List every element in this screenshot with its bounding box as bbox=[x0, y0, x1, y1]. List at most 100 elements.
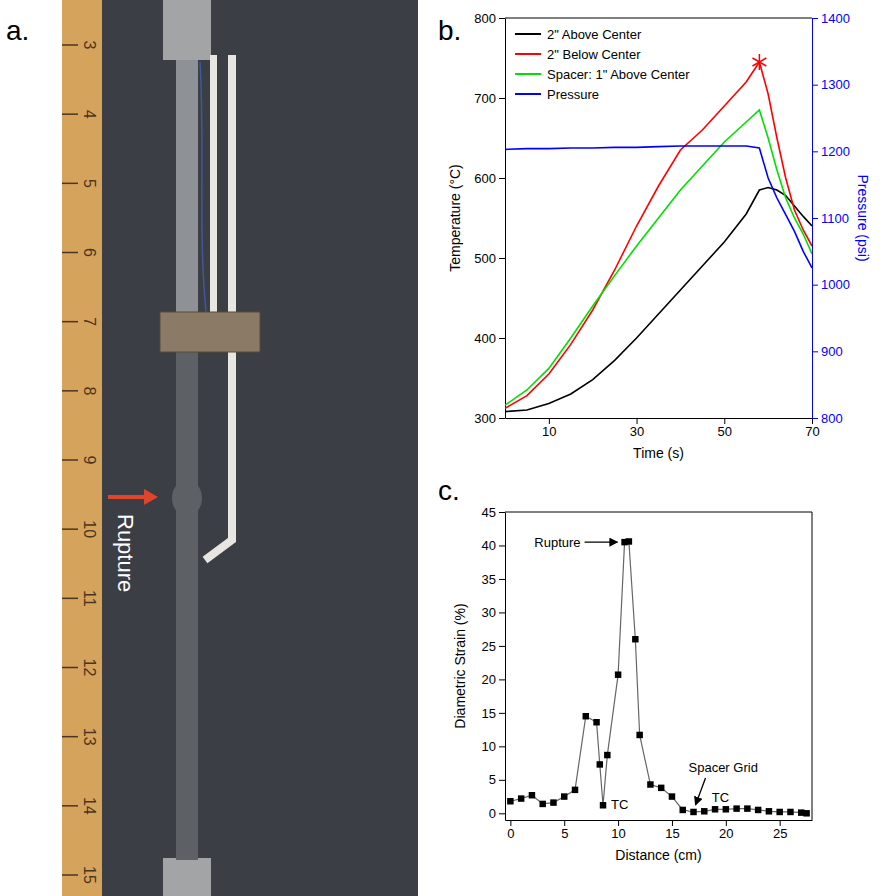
data-point bbox=[626, 538, 632, 544]
tick-mark bbox=[499, 258, 505, 259]
data-point bbox=[712, 806, 718, 812]
series-line bbox=[510, 541, 806, 813]
data-point bbox=[701, 808, 707, 814]
ruler-mark bbox=[62, 321, 78, 323]
legend-entry: Spacer: 1" Above Center bbox=[547, 67, 690, 82]
data-point bbox=[597, 761, 603, 767]
tick-label: 20 bbox=[719, 826, 733, 841]
series-line bbox=[505, 188, 812, 412]
tick: 10 bbox=[482, 739, 505, 754]
data-point bbox=[583, 713, 589, 719]
tick-label: 5 bbox=[489, 772, 496, 787]
legend-swatch bbox=[515, 53, 541, 55]
ruler-label: 6 bbox=[81, 248, 98, 257]
annotation-arrow bbox=[585, 541, 618, 542]
tick-label: 500 bbox=[474, 251, 496, 266]
tick-mark bbox=[637, 418, 638, 424]
data-point bbox=[561, 793, 567, 799]
tick-mark bbox=[672, 820, 673, 826]
data-point bbox=[600, 802, 606, 808]
axis: 80090010001100120013001400 bbox=[812, 11, 850, 426]
ruler-mark bbox=[62, 736, 78, 738]
data-point bbox=[518, 795, 524, 801]
tick-label: 45 bbox=[482, 505, 496, 520]
ruler-mark bbox=[62, 252, 78, 254]
tick-mark bbox=[812, 418, 818, 419]
tick: 40 bbox=[482, 538, 505, 553]
legend-swatch bbox=[515, 33, 541, 35]
axis: 10305070 bbox=[506, 418, 820, 439]
annotation-arrow bbox=[696, 778, 706, 805]
tick-mark bbox=[499, 512, 505, 513]
data-point bbox=[636, 732, 642, 738]
data-point bbox=[529, 792, 535, 798]
series-line bbox=[505, 110, 812, 405]
panel-letter: b. bbox=[438, 15, 461, 46]
annotation: TC bbox=[712, 790, 729, 805]
tick-label: 15 bbox=[482, 706, 496, 721]
tick: 5 bbox=[489, 772, 505, 787]
ruler-mark bbox=[62, 667, 78, 669]
tick-mark bbox=[499, 746, 505, 747]
tick: 1000 bbox=[812, 277, 850, 292]
bottom-fitting bbox=[163, 858, 211, 896]
data-point bbox=[776, 809, 782, 815]
data-point bbox=[787, 809, 793, 815]
tick-label: 10 bbox=[611, 826, 625, 841]
tick: 700 bbox=[474, 91, 505, 106]
chart-b: 1030507030040050060070080080090010001100… bbox=[447, 11, 871, 461]
ruler-label: 9 bbox=[81, 456, 98, 465]
legend-entry: 2" Below Center bbox=[547, 47, 641, 62]
photo-background bbox=[100, 0, 418, 896]
tick: 5 bbox=[561, 820, 568, 841]
tick: 35 bbox=[482, 572, 505, 587]
ruler-mark bbox=[62, 183, 78, 185]
tick-mark bbox=[499, 813, 505, 814]
tick: 400 bbox=[474, 331, 505, 346]
tick: 600 bbox=[474, 171, 505, 186]
tick-label: 30 bbox=[630, 424, 644, 439]
tick-label: 1000 bbox=[821, 277, 850, 292]
series-line bbox=[505, 62, 812, 408]
tick: 800 bbox=[812, 411, 843, 426]
ruler-label: 11 bbox=[81, 590, 98, 607]
top-fitting bbox=[163, 0, 211, 60]
tick: 20 bbox=[719, 820, 733, 841]
tick: 1300 bbox=[812, 77, 850, 92]
tube-upper bbox=[176, 60, 198, 330]
ruler-label: 12 bbox=[81, 659, 98, 677]
tick-label: 400 bbox=[474, 331, 496, 346]
tick-label: 10 bbox=[542, 424, 556, 439]
tick: 0 bbox=[507, 820, 514, 841]
rod bbox=[210, 55, 217, 330]
tick-label: 70 bbox=[805, 424, 819, 439]
y-axis-title: Temperature (°C) bbox=[447, 164, 463, 272]
frame-top bbox=[505, 18, 812, 19]
tick-mark bbox=[780, 820, 781, 826]
tick-label: 40 bbox=[482, 538, 496, 553]
tick-mark bbox=[812, 285, 818, 286]
ruler-label: 5 bbox=[81, 179, 98, 188]
axis-line bbox=[506, 418, 813, 419]
tick-mark bbox=[499, 418, 505, 419]
figure: 3456789101112131415Rupturea.103050703004… bbox=[0, 0, 883, 896]
tick: 500 bbox=[474, 251, 505, 266]
tick-mark bbox=[618, 820, 619, 826]
rupture-arrow bbox=[108, 495, 146, 499]
tick: 1200 bbox=[812, 144, 850, 159]
axis: 300400500600700800 bbox=[474, 11, 505, 426]
plot-area bbox=[507, 538, 810, 816]
data-point bbox=[507, 798, 513, 804]
ruler-label: 3 bbox=[81, 41, 98, 50]
tick: 20 bbox=[482, 672, 505, 687]
tick: 300 bbox=[474, 411, 505, 426]
tick-mark bbox=[812, 218, 818, 219]
data-point bbox=[766, 808, 772, 814]
data-point bbox=[744, 805, 750, 811]
spacer-grid bbox=[160, 312, 260, 352]
tick-label: 1300 bbox=[821, 77, 850, 92]
tick: 70 bbox=[805, 418, 819, 439]
legend-swatch bbox=[515, 93, 541, 95]
tick-label: 20 bbox=[482, 672, 496, 687]
tick: 1100 bbox=[812, 211, 849, 226]
